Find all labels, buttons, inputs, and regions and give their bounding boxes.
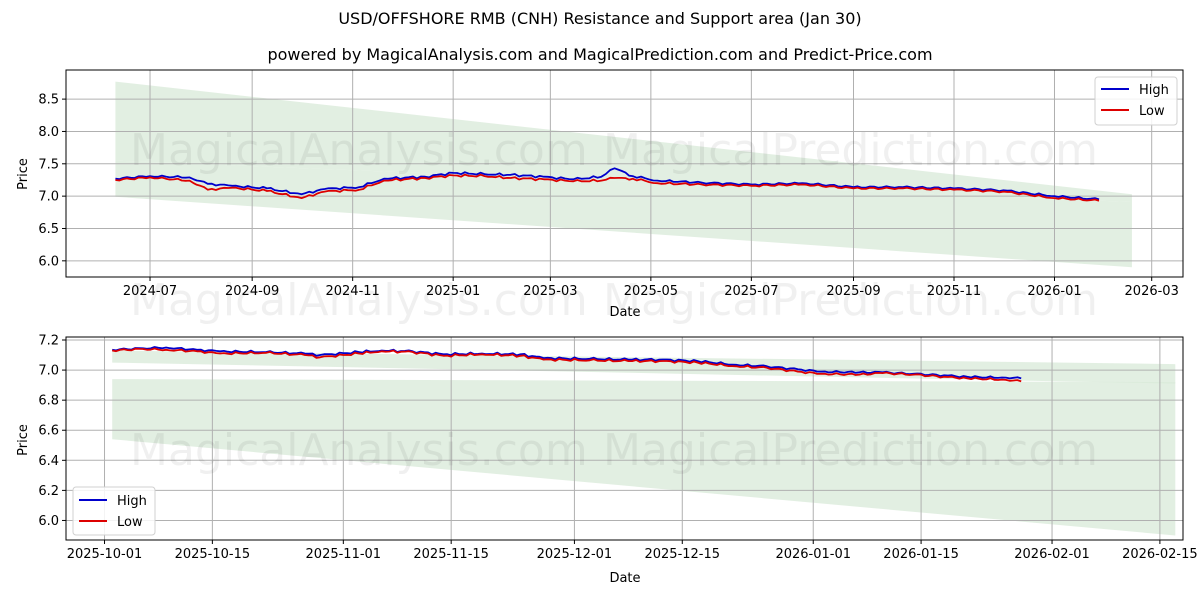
x-tick-label: 2025-10-01 xyxy=(67,547,143,562)
x-tick-label: 2026-01 xyxy=(1027,284,1081,299)
chart-subtitle: powered by MagicalAnalysis.com and Magic… xyxy=(267,45,933,64)
y-tick-label: 6.6 xyxy=(38,424,59,439)
legend-low-label: Low xyxy=(117,515,143,530)
top-chart: MagicalAnalysis.com MagicalPrediction.co… xyxy=(16,69,1184,326)
chart-title: USD/OFFSHORE RMB (CNH) Resistance and Su… xyxy=(338,9,862,28)
series-low-line xyxy=(115,173,1100,202)
bottom-series-lines xyxy=(112,346,1022,383)
x-tick-label: 2025-11-01 xyxy=(306,547,382,562)
bottom-x-axis: 2025-10-01 2025-10-15 2025-11-01 2025-11-15… xyxy=(67,540,1198,562)
watermark-text: MagicalPrediction.com xyxy=(603,125,1098,176)
bottom-y-axis-label: Price xyxy=(16,424,31,456)
top-x-axis-label: Date xyxy=(609,305,640,320)
y-tick-label: 6.0 xyxy=(38,254,59,269)
band-area xyxy=(112,379,1176,536)
watermark-text: MagicalAnalysis.com xyxy=(130,125,588,176)
y-tick-label: 7.2 xyxy=(38,334,59,349)
bottom-chart: MagicalAnalysis.com MagicalPrediction.co… xyxy=(16,334,1198,586)
bottom-watermarks: MagicalAnalysis.com MagicalPrediction.co… xyxy=(130,425,1098,476)
x-tick-label: 2026-03 xyxy=(1125,284,1179,299)
y-tick-label: 7.0 xyxy=(38,364,59,379)
y-tick-label: 8.5 xyxy=(38,93,59,108)
x-tick-label: 2025-11-15 xyxy=(413,547,489,562)
y-tick-label: 6.0 xyxy=(38,514,59,529)
y-tick-label: 7.0 xyxy=(38,190,59,205)
x-tick-label: 2026-01-01 xyxy=(775,547,851,562)
x-tick-label: 2025-07 xyxy=(724,284,778,299)
band-area xyxy=(115,160,1132,268)
top-y-axis-label: Price xyxy=(16,158,31,190)
x-tick-label: 2025-01 xyxy=(426,284,480,299)
x-tick-label: 2025-10-15 xyxy=(175,547,251,562)
y-tick-label: 6.8 xyxy=(38,394,59,409)
top-grid xyxy=(66,70,1183,277)
x-tick-label: 2025-12-15 xyxy=(644,547,720,562)
legend-high-label: High xyxy=(1139,83,1169,98)
x-tick-label: 2026-02-01 xyxy=(1014,547,1090,562)
watermark-text: MagicalAnalysis.com xyxy=(130,275,588,326)
x-tick-label: 2024-11 xyxy=(325,284,379,299)
x-tick-label: 2024-07 xyxy=(123,284,177,299)
x-tick-label: 2026-02-15 xyxy=(1122,547,1198,562)
bottom-legend: High Low xyxy=(72,486,156,536)
x-tick-label: 2025-05 xyxy=(624,284,678,299)
legend-high-label: High xyxy=(117,494,147,509)
top-axes-frame xyxy=(65,69,1184,278)
x-tick-label: 2025-09 xyxy=(826,284,880,299)
top-legend: High Low xyxy=(1094,76,1178,126)
y-tick-label: 8.0 xyxy=(38,125,59,140)
top-watermarks: MagicalAnalysis.com MagicalPrediction.co… xyxy=(130,125,1098,326)
series-high-line xyxy=(115,167,1100,201)
bottom-grid xyxy=(66,337,1183,540)
legend-low-label: Low xyxy=(1139,104,1165,119)
x-tick-label: 2024-09 xyxy=(225,284,279,299)
x-tick-label: 2025-11 xyxy=(927,284,981,299)
y-tick-label: 6.2 xyxy=(38,484,59,499)
series-low-line xyxy=(112,347,1022,383)
y-tick-label: 7.5 xyxy=(38,157,59,172)
watermark-text: MagicalPrediction.com xyxy=(603,425,1098,476)
top-series-lines xyxy=(115,167,1100,202)
watermark-text: MagicalPrediction.com xyxy=(603,275,1098,326)
x-tick-label: 2026-01-15 xyxy=(883,547,959,562)
band-area xyxy=(115,81,1132,202)
top-y-axis: 6.0 6.5 7.0 7.5 8.0 8.5 xyxy=(38,93,66,269)
watermark-text: MagicalAnalysis.com xyxy=(130,425,588,476)
top-bands xyxy=(115,81,1132,268)
y-tick-label: 6.4 xyxy=(38,454,59,469)
y-tick-label: 6.5 xyxy=(38,222,59,237)
bottom-axes-frame xyxy=(65,336,1184,541)
top-x-axis: 2024-07 2024-09 2024-11 2025-01 2025-03 2025-… xyxy=(123,277,1179,299)
bottom-x-axis-label: Date xyxy=(609,571,640,586)
x-tick-label: 2025-12-01 xyxy=(537,547,613,562)
bottom-y-axis: 6.0 6.2 6.4 6.6 6.8 7.0 7.2 xyxy=(38,334,66,529)
x-tick-label: 2025-03 xyxy=(523,284,577,299)
